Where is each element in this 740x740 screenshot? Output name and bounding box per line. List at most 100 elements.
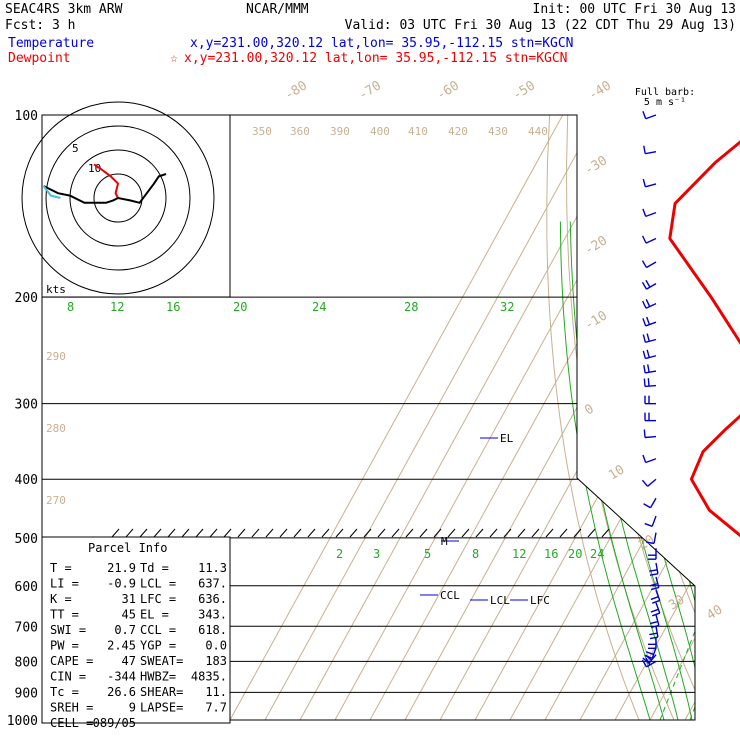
isotherm-line: [684, 115, 695, 720]
wind-barb: [651, 515, 657, 527]
hatch-tick: [559, 528, 568, 538]
hatch-tick: [545, 528, 554, 538]
mixing-ratio-label: 20: [568, 547, 582, 561]
dry-adiabat: [585, 115, 695, 720]
isotherm-line: [614, 115, 695, 720]
pressure-tick-label: 700: [15, 620, 38, 635]
parcel-l1: SWI =: [50, 623, 86, 637]
moist-adiabat: [559, 221, 651, 720]
mixing-ratio-line: [659, 537, 695, 720]
parcel-l2: EL =: [140, 608, 169, 622]
hatch-tick: [475, 528, 484, 538]
parcel-info-frame: [41, 536, 231, 724]
mixing-ratio-label: 8: [472, 547, 479, 561]
marker-label-CCL: CCL: [440, 589, 460, 602]
pressure-tick-label: 800: [15, 655, 38, 670]
parcel-v1: 26.6: [107, 685, 136, 699]
wind-barb-flag: [647, 364, 650, 373]
wind-barb: [645, 211, 657, 218]
parcel-v2: 11.3: [198, 561, 227, 575]
wind-barb: [653, 532, 657, 544]
parcel-v1: 089/05: [93, 716, 136, 730]
dry-adiabat: [546, 115, 640, 720]
wind-barb-flag: [646, 541, 655, 545]
wind-barb-flag: [649, 582, 658, 587]
theta-label: 290: [46, 350, 66, 363]
moist-adiabat: [698, 222, 740, 721]
level-markers: EL M CCL LCL LFC: [420, 432, 550, 607]
parcel-l2: Td =: [140, 561, 169, 575]
hatch-tick: [419, 528, 428, 538]
isotherm-label: 40: [704, 602, 725, 623]
wind-barb-flag: [649, 573, 659, 576]
wind-barb-flag: [650, 586, 660, 591]
parcel-info-title: Parcel Info: [88, 541, 167, 555]
isotherm-line: [229, 115, 564, 720]
pressure-tick-label: 100: [15, 109, 38, 124]
wind-barb-flag: [649, 632, 658, 636]
background-lines: [229, 115, 740, 721]
theta-label: 280: [46, 422, 66, 435]
mixing-ratio-label: 12: [110, 300, 124, 314]
moist-adiabat: [727, 222, 740, 721]
hodograph-ring-10: [69, 149, 167, 247]
isotherm-line: [404, 115, 695, 720]
theta-label: 400: [370, 125, 390, 138]
wind-barb: [649, 497, 657, 509]
theta-label: 440: [528, 125, 548, 138]
isotherm-label: 0: [582, 402, 597, 419]
theta-label: 430: [488, 125, 508, 138]
wind-barb-flag: [643, 503, 651, 509]
temperature-location: x,y=231.00,320.12 lat,lon= 35.95,-112.15…: [190, 36, 574, 51]
wind-barb-flag: [641, 260, 648, 268]
wind-barb-flag: [642, 300, 647, 309]
parcel-v2: 637.: [198, 577, 227, 591]
barb-key-title: Full barb:: [635, 87, 695, 98]
hatch-tick: [391, 528, 400, 538]
dry-adiabat: [657, 115, 695, 720]
hodograph-ring-label: 5: [72, 142, 79, 155]
isotherm-label: -40: [586, 78, 614, 103]
theta-label: 270: [46, 494, 66, 507]
hodograph-ring-label: 10: [88, 162, 101, 175]
pressure-tick-label: 600: [15, 580, 38, 595]
parcel-l1: CELL =: [50, 716, 93, 730]
parcel-v2: 183: [205, 654, 227, 668]
wind-barbs: [641, 111, 661, 668]
isotherm-line: [579, 115, 695, 720]
wind-barb-flag: [645, 279, 651, 288]
pressure-tick-label: 200: [15, 291, 38, 306]
parcel-v2: 618.: [198, 623, 227, 637]
wind-barb-flag: [652, 612, 661, 617]
wind-barb-flag: [645, 651, 654, 656]
wind-barb: [644, 435, 657, 439]
moist-adiabat: [617, 221, 695, 720]
isotherm-line: [474, 115, 695, 720]
isotherm-label: -60: [434, 78, 462, 103]
parcel-l1: T =: [50, 561, 72, 575]
isotherm-label: -20: [582, 233, 610, 258]
dry-adiabat: [603, 115, 695, 720]
hatch-tick: [265, 528, 274, 538]
hatch-tick: [447, 528, 456, 538]
hatch-tick: [125, 528, 134, 538]
wind-barb-flag: [643, 364, 646, 374]
hatch-tick: [587, 528, 596, 538]
wind-barb-flag: [649, 636, 659, 640]
wind-barb-flag: [641, 659, 648, 668]
wind-barb: [655, 602, 661, 614]
wind-barb-flag: [649, 569, 658, 572]
parcel-v1: 2.45: [107, 639, 136, 653]
hodograph-traces: [42, 163, 167, 204]
wind-barb-flag: [647, 378, 650, 387]
profiles: [668, 140, 740, 538]
wind-barb-flag: [649, 620, 658, 625]
hatch-tick: [405, 528, 414, 538]
dry-adiabat: [694, 115, 695, 720]
hodograph-ring-20: [21, 101, 215, 295]
wind-barb-flag: [644, 654, 652, 661]
isotherm-label: 10: [606, 462, 627, 483]
hatch-tick: [321, 528, 330, 538]
wind-barb-flag: [642, 318, 647, 327]
